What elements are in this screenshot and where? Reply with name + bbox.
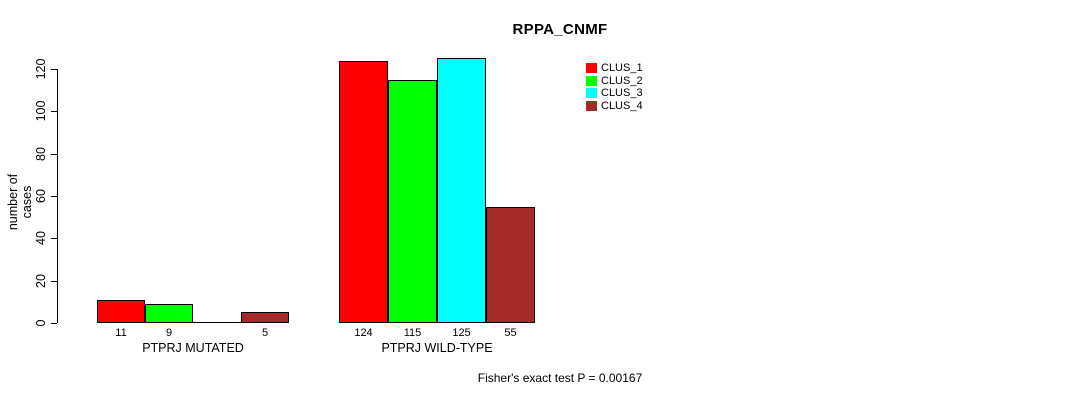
y-tick-label: 100 <box>34 100 48 122</box>
chart-title: RPPA_CNMF <box>512 21 608 38</box>
x-category-label: PTPRJ WILD-TYPE <box>381 341 493 355</box>
bar-clus_2 <box>145 304 193 323</box>
y-tick-label: 40 <box>34 231 48 245</box>
legend-label: CLUS_4 <box>601 99 643 112</box>
y-tick-label: 80 <box>34 147 48 161</box>
bar-value-label: 115 <box>403 327 422 339</box>
bar-clus_3-zero <box>193 322 241 323</box>
bar-value-label: 5 <box>261 327 269 339</box>
bar-clus_4 <box>486 207 535 323</box>
fisher-test-annotation: Fisher's exact test P = 0.00167 <box>477 371 643 385</box>
y-tick-label: 0 <box>34 319 48 327</box>
y-tick-label: 20 <box>34 274 48 288</box>
bar-value-label: 11 <box>115 327 127 339</box>
legend-swatch-clus_3 <box>586 88 597 99</box>
y-tick-mark <box>51 281 57 282</box>
y-axis-line <box>57 69 58 323</box>
legend-label: CLUS_1 <box>601 62 643 75</box>
bar-value-label: 124 <box>354 327 373 339</box>
bar-clus_2 <box>388 80 437 323</box>
y-tick-mark <box>51 111 57 112</box>
bar-clus_1 <box>339 61 388 323</box>
x-category-label: PTPRJ MUTATED <box>142 341 244 355</box>
y-tick-mark <box>51 196 57 197</box>
legend-swatch-clus_2 <box>586 75 597 86</box>
y-tick-label: 120 <box>34 58 48 80</box>
y-tick-label: 60 <box>34 189 48 203</box>
bar-value-label: 55 <box>504 327 517 339</box>
bar-clus_1 <box>97 300 145 323</box>
y-tick-mark <box>51 154 57 155</box>
bar-value-label: 125 <box>452 327 471 339</box>
legend-swatch-clus_1 <box>586 63 597 74</box>
legend-label: CLUS_2 <box>601 74 643 87</box>
bar-clus_4 <box>241 312 289 323</box>
bar-clus_3 <box>437 58 486 323</box>
y-tick-mark <box>51 238 57 239</box>
y-tick-mark <box>51 69 57 70</box>
y-axis-title: number of cases <box>6 173 34 231</box>
legend-label: CLUS_3 <box>601 87 643 100</box>
y-tick-mark <box>51 323 57 324</box>
legend-swatch-clus_4 <box>586 100 597 111</box>
bar-value-label: 9 <box>165 327 173 339</box>
